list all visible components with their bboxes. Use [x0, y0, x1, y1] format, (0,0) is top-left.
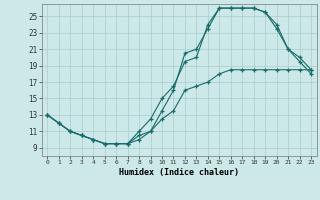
X-axis label: Humidex (Indice chaleur): Humidex (Indice chaleur): [119, 168, 239, 177]
